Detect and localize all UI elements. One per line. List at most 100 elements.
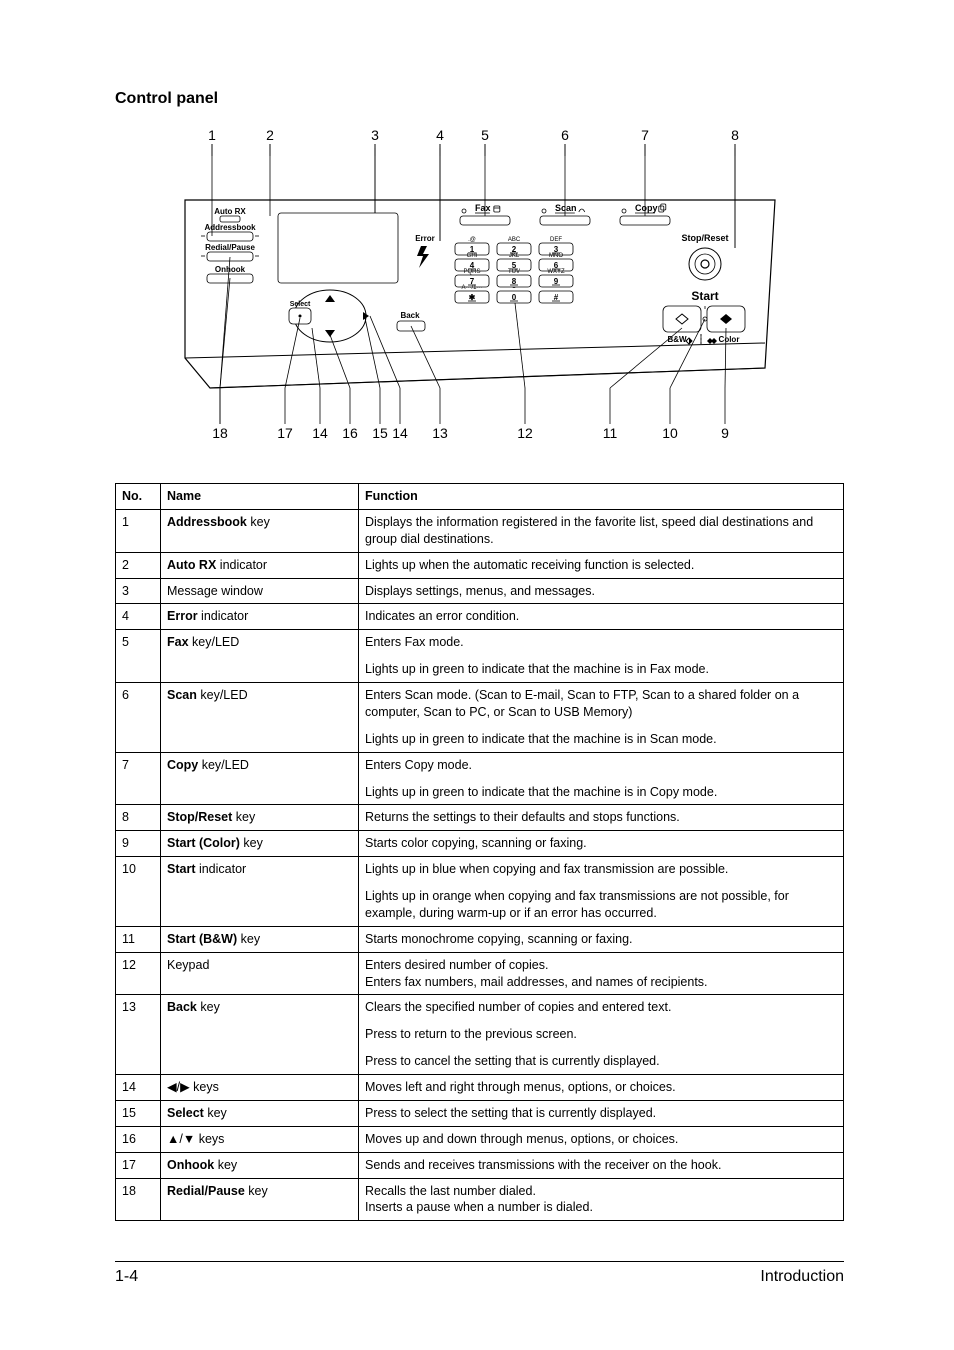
cell-function: Lights up when the automatic receiving f… (359, 552, 844, 578)
cell-function: Sends and receives transmissions with th… (359, 1152, 844, 1178)
cell-name: ◀/▶ keys (161, 1075, 359, 1101)
cell-function: Moves left and right through menus, opti… (359, 1075, 844, 1101)
cell-name: Select key (161, 1100, 359, 1126)
section-label: Introduction (760, 1268, 844, 1286)
cell-name: Onhook key (161, 1152, 359, 1178)
svg-text:Fax: Fax (475, 203, 491, 213)
cell-function: Displays settings, menus, and messages. (359, 578, 844, 604)
svg-text:⌣: ⌣ (512, 285, 516, 291)
cell-function: Clears the specified number of copies an… (359, 995, 844, 1075)
cell-no: 7 (116, 752, 161, 805)
cell-name: ▲/▼ keys (161, 1126, 359, 1152)
cell-no: 8 (116, 805, 161, 831)
cell-name: Stop/Reset key (161, 805, 359, 831)
svg-text:18: 18 (212, 425, 228, 441)
svg-text:.@: .@ (468, 237, 476, 243)
cell-name: Start indicator (161, 857, 359, 927)
th-no: No. (116, 484, 161, 510)
svg-text:MNO: MNO (549, 253, 563, 259)
table-row: 17Onhook keySends and receives transmiss… (116, 1152, 844, 1178)
cell-no: 13 (116, 995, 161, 1075)
cell-name: Start (Color) key (161, 831, 359, 857)
svg-text:4: 4 (436, 128, 444, 143)
svg-text:1: 1 (208, 128, 216, 143)
cell-function: Enters Fax mode.Lights up in green to in… (359, 630, 844, 683)
page-number: 1-4 (115, 1268, 138, 1286)
svg-text:B&W: B&W (667, 335, 687, 344)
table-row: 4Error indicatorIndicates an error condi… (116, 604, 844, 630)
svg-text:Stop/Reset: Stop/Reset (681, 233, 728, 243)
cell-name: Start (B&W) key (161, 926, 359, 952)
svg-text:DEF: DEF (550, 237, 562, 243)
cell-function: Starts color copying, scanning or faxing… (359, 831, 844, 857)
svg-text:6: 6 (561, 128, 569, 143)
svg-text:15: 15 (372, 425, 388, 441)
cell-function: Recalls the last number dialed. Inserts … (359, 1178, 844, 1221)
cell-no: 18 (116, 1178, 161, 1221)
svg-text:11: 11 (602, 425, 617, 441)
cell-no: 4 (116, 604, 161, 630)
table-row: 5Fax key/LEDEnters Fax mode.Lights up in… (116, 630, 844, 683)
cell-no: 3 (116, 578, 161, 604)
cell-function: Enters desired number of copies. Enters … (359, 952, 844, 995)
svg-text:Color: Color (718, 335, 739, 344)
cell-name: Fax key/LED (161, 630, 359, 683)
page-footer: 1-4 Introduction (115, 1261, 844, 1286)
cell-no: 2 (116, 552, 161, 578)
svg-text:5: 5 (481, 128, 489, 143)
cell-name: Error indicator (161, 604, 359, 630)
svg-text:13: 13 (432, 425, 448, 441)
svg-text:Auto RX: Auto RX (214, 207, 246, 216)
svg-text:JKL: JKL (508, 253, 519, 259)
svg-text:16: 16 (342, 425, 358, 441)
panel-svg: 12345678Auto RXAddressbookRedial/PauseOn… (165, 128, 795, 458)
cell-name: Keypad (161, 952, 359, 995)
cell-function: Enters Copy mode.Lights up in green to i… (359, 752, 844, 805)
svg-text:Select: Select (289, 301, 310, 308)
cell-name: Copy key/LED (161, 752, 359, 805)
table-row: 6Scan key/LEDEnters Scan mode. (Scan to … (116, 683, 844, 753)
svg-text:12: 12 (517, 425, 533, 441)
svg-text:10: 10 (662, 425, 678, 441)
table-row: 2Auto RX indicatorLights up when the aut… (116, 552, 844, 578)
cell-name: Message window (161, 578, 359, 604)
cell-function: Indicates an error condition. (359, 604, 844, 630)
table-row: 16▲/▼ keysMoves up and down through menu… (116, 1126, 844, 1152)
svg-text:Back: Back (400, 311, 420, 320)
svg-text:Start: Start (691, 289, 718, 303)
cell-no: 16 (116, 1126, 161, 1152)
th-function: Function (359, 484, 844, 510)
svg-text:TUV: TUV (508, 269, 520, 275)
cell-no: 15 (116, 1100, 161, 1126)
svg-text:A···/1···: A···/1··· (461, 285, 482, 291)
cell-no: 10 (116, 857, 161, 927)
svg-text:WXYZ: WXYZ (547, 269, 565, 275)
svg-text:GHI: GHI (466, 253, 477, 259)
cell-name: Redial/Pause key (161, 1178, 359, 1221)
section-heading: Control panel (115, 90, 844, 108)
table-row: 15Select keyPress to select the setting … (116, 1100, 844, 1126)
svg-text:7: 7 (641, 128, 649, 143)
cell-name: Addressbook key (161, 509, 359, 552)
table-row: 12KeypadEnters desired number of copies.… (116, 952, 844, 995)
table-row: 11Start (B&W) keyStarts monochrome copyi… (116, 926, 844, 952)
cell-no: 5 (116, 630, 161, 683)
svg-text:2: 2 (266, 128, 274, 143)
table-row: 10Start indicatorLights up in blue when … (116, 857, 844, 927)
svg-text:9: 9 (721, 425, 729, 441)
cell-function: Moves up and down through menus, options… (359, 1126, 844, 1152)
cell-no: 11 (116, 926, 161, 952)
svg-text:17: 17 (277, 425, 293, 441)
cell-function: Returns the settings to their defaults a… (359, 805, 844, 831)
svg-text:8: 8 (731, 128, 739, 143)
svg-text:3: 3 (371, 128, 379, 143)
table-row: 18Redial/Pause keyRecalls the last numbe… (116, 1178, 844, 1221)
control-panel-diagram: 12345678Auto RXAddressbookRedial/PauseOn… (165, 128, 795, 458)
cell-function: Displays the information registered in t… (359, 509, 844, 552)
table-row: 3Message windowDisplays settings, menus,… (116, 578, 844, 604)
cell-no: 12 (116, 952, 161, 995)
th-name: Name (161, 484, 359, 510)
cell-name: Scan key/LED (161, 683, 359, 753)
cell-function: Enters Scan mode. (Scan to E-mail, Scan … (359, 683, 844, 753)
cell-no: 1 (116, 509, 161, 552)
